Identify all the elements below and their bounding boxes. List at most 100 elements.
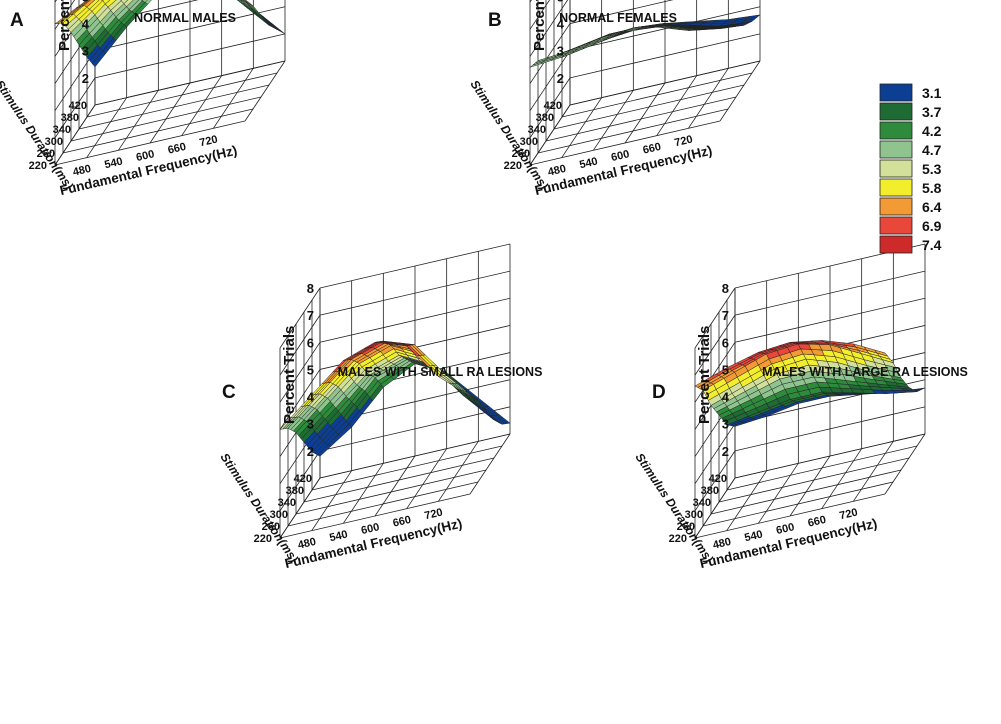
surface-cell (873, 349, 889, 357)
legend: 3.1 3.7 4.2 4.7 5.3 5.8 6.4 6.9 7.4 (879, 83, 942, 254)
y-tick-label: 380 (61, 112, 79, 124)
panel-title: NORMAL MALES (134, 11, 236, 25)
z-axis-label: Percent Trials (531, 0, 548, 51)
surface (529, 14, 761, 68)
legend-swatch (879, 159, 913, 178)
surface (279, 340, 511, 457)
panel-letter: A (10, 10, 24, 31)
z-axis-label: Percent Trials (56, 0, 73, 51)
surface-cell (140, 0, 144, 2)
legend-swatch (879, 178, 913, 197)
x-tick-label: 600 (135, 148, 156, 164)
x-tick-label: 660 (392, 514, 413, 530)
z-tick-label: 4 (307, 390, 315, 405)
legend-label: 3.1 (922, 85, 942, 101)
y-tick-label: 220 (504, 160, 522, 172)
y-tick-label: 220 (29, 160, 47, 172)
legend-label: 4.7 (922, 142, 942, 158)
y-tick-label: 300 (45, 136, 63, 148)
x-tick-label: 660 (642, 141, 663, 157)
axis-box (529, 0, 761, 166)
y-tick-label: 260 (512, 148, 530, 160)
x-tick-label: 480 (72, 163, 93, 179)
legend-label: 5.3 (922, 161, 942, 177)
x-tick-label: 720 (673, 133, 694, 149)
x-tick-label: 720 (423, 506, 444, 522)
legend-label: 3.7 (922, 104, 942, 120)
y-tick-label: 300 (270, 509, 288, 521)
y-tick-label: 300 (520, 136, 538, 148)
z-axis-label: Percent Trials (696, 326, 713, 424)
z-axis-label: Percent Trials (281, 326, 298, 424)
surface-cell (83, 0, 96, 8)
x-tick-label: 660 (807, 514, 828, 530)
legend-swatch (879, 121, 913, 140)
legend-swatch (879, 216, 913, 235)
surface-cell (75, 0, 89, 9)
x-tick-label: 600 (360, 521, 381, 537)
y-tick-label: 340 (528, 124, 546, 136)
y-tick-label: 420 (544, 100, 562, 112)
z-tick-label: 3 (722, 417, 729, 432)
surface (54, 0, 286, 68)
surface-cell (102, 0, 111, 5)
z-tick-label: 3 (557, 44, 564, 59)
x-tick-label: 540 (743, 528, 764, 544)
z-tick-label: 3 (307, 417, 314, 432)
y-tick-label: 220 (254, 533, 272, 545)
z-tick-label: 2 (82, 71, 89, 86)
y-tick-label: 220 (669, 533, 687, 545)
y-tick-label: 420 (69, 100, 87, 112)
surface-cell (120, 0, 129, 4)
x-tick-label: 540 (103, 155, 124, 171)
surface-cell (126, 0, 140, 10)
z-tick-label: 6 (722, 335, 729, 350)
surface-cell (459, 389, 473, 398)
x-tick-label: 660 (167, 141, 188, 157)
y-tick-label: 340 (53, 124, 71, 136)
x-tick-label: 480 (547, 163, 568, 179)
y-tick-label: 260 (37, 148, 55, 160)
z-tick-label: 8 (307, 281, 314, 296)
x-tick-label: 540 (578, 155, 599, 171)
z-tick-label: 2 (307, 444, 314, 459)
panel-letter: D (652, 382, 666, 403)
z-tick-label: 2 (722, 444, 729, 459)
surface (694, 340, 926, 427)
y-tick-label: 260 (262, 521, 280, 533)
panel-title: MALES WITH LARGE RA LESIONS (762, 365, 968, 379)
legend-swatch (879, 102, 913, 121)
y-tick-label: 380 (286, 485, 304, 497)
z-tick-label: 2 (557, 71, 564, 86)
x-tick-label: 540 (328, 528, 349, 544)
z-tick-label: 4 (82, 17, 90, 32)
z-tick-label: 4 (722, 390, 730, 405)
surface-cell (709, 28, 723, 30)
surface-cell (142, 0, 148, 3)
z-tick-label: 5 (557, 0, 564, 4)
x-tick-label: 720 (198, 133, 219, 149)
surface-cell (903, 390, 918, 393)
x-tick-label: 600 (610, 148, 631, 164)
z-tick-label: 4 (557, 17, 565, 32)
z-tick-label: 7 (722, 308, 729, 323)
legend-swatch (879, 83, 913, 102)
x-tick-label: 480 (712, 536, 733, 552)
legend-label: 6.9 (922, 218, 942, 234)
y-tick-label: 380 (536, 112, 554, 124)
legend-swatch (879, 140, 913, 159)
legend-label: 4.2 (922, 123, 942, 139)
legend-swatch (879, 197, 913, 216)
x-tick-label: 480 (297, 536, 318, 552)
z-tick-label: 5 (82, 0, 89, 4)
panel-title: MALES WITH SMALL RA LESIONS (338, 365, 543, 379)
y-tick-label: 300 (685, 509, 703, 521)
legend-label: 5.8 (922, 180, 942, 196)
z-tick-label: 5 (307, 362, 314, 377)
y-tick-label: 340 (278, 497, 296, 509)
